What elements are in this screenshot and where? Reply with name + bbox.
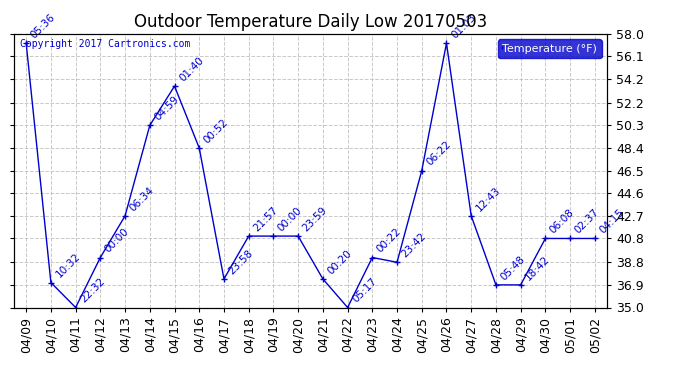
Text: 23:59: 23:59 bbox=[301, 205, 329, 233]
Text: Copyright 2017 Cartronics.com: Copyright 2017 Cartronics.com bbox=[20, 39, 190, 49]
Text: 04:15: 04:15 bbox=[598, 207, 626, 236]
Text: 06:08: 06:08 bbox=[548, 207, 576, 236]
Text: 01:03: 01:03 bbox=[449, 12, 477, 40]
Text: 05:17: 05:17 bbox=[351, 276, 379, 305]
Text: 00:00: 00:00 bbox=[103, 227, 131, 255]
Text: 23:58: 23:58 bbox=[227, 248, 255, 276]
Text: 21:57: 21:57 bbox=[251, 205, 280, 233]
Text: 06:34: 06:34 bbox=[128, 185, 156, 213]
Text: 18:42: 18:42 bbox=[524, 254, 552, 282]
Title: Outdoor Temperature Daily Low 20170503: Outdoor Temperature Daily Low 20170503 bbox=[134, 13, 487, 31]
Text: 22:32: 22:32 bbox=[79, 276, 107, 305]
Text: 05:48: 05:48 bbox=[499, 254, 527, 282]
Text: 23:42: 23:42 bbox=[400, 231, 428, 260]
Text: 12:43: 12:43 bbox=[474, 185, 502, 213]
Text: 00:20: 00:20 bbox=[326, 248, 354, 276]
Text: 02:37: 02:37 bbox=[573, 207, 601, 236]
Text: 10:32: 10:32 bbox=[54, 252, 82, 280]
Legend: Temperature (°F): Temperature (°F) bbox=[498, 39, 602, 58]
Text: 00:52: 00:52 bbox=[202, 117, 230, 145]
Text: 00:22: 00:22 bbox=[375, 226, 403, 255]
Text: 06:22: 06:22 bbox=[424, 140, 453, 168]
Text: 04:59: 04:59 bbox=[152, 94, 181, 123]
Text: 00:00: 00:00 bbox=[276, 205, 304, 233]
Text: 01:40: 01:40 bbox=[177, 55, 206, 83]
Text: 05:36: 05:36 bbox=[29, 12, 57, 40]
